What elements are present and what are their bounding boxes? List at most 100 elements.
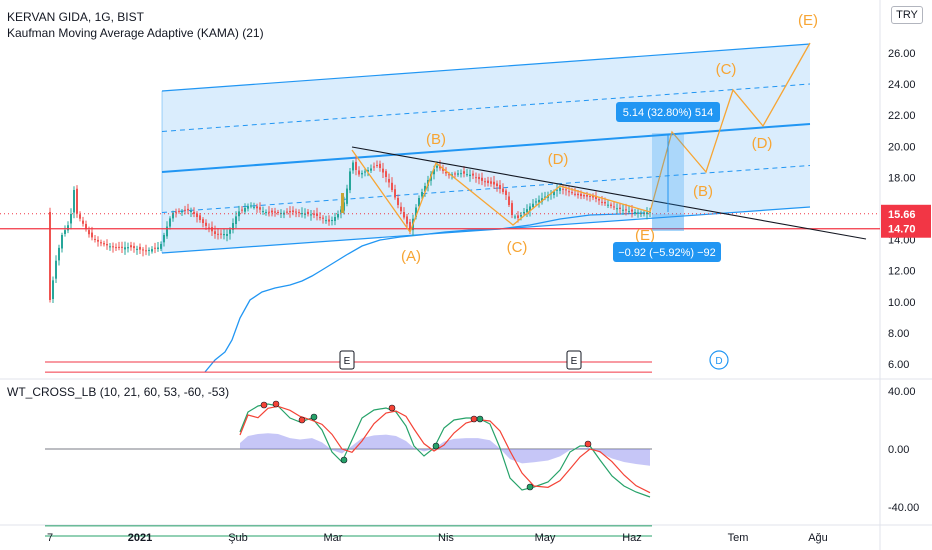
candle-body <box>307 211 309 214</box>
channel-dashed-lower <box>161 165 811 213</box>
candle-body <box>520 215 522 217</box>
candle-body <box>445 171 447 174</box>
candle-body <box>379 163 381 168</box>
candle-body <box>76 188 78 214</box>
event-marker-label: E <box>571 356 578 367</box>
candle-body <box>145 250 147 252</box>
symbol-title: KERVAN GIDA, 1G, BIST <box>7 10 144 24</box>
candle-body <box>571 192 573 194</box>
price-tick-label: 8.00 <box>888 328 909 340</box>
candle-body <box>472 173 474 176</box>
candle-body <box>160 244 162 249</box>
candle-body <box>61 235 63 249</box>
candle-body <box>463 171 465 174</box>
candle-body <box>118 246 120 248</box>
candle-body <box>514 216 516 218</box>
candle-body <box>586 195 588 197</box>
kama-line[interactable] <box>204 212 646 373</box>
candle-body <box>634 212 636 214</box>
cross-dot <box>310 413 318 421</box>
candle-body <box>187 208 189 211</box>
wave-label: (A) <box>401 248 421 265</box>
candle-body <box>556 189 558 191</box>
candle-body <box>592 195 594 198</box>
candle-body <box>316 213 318 216</box>
candle-body <box>535 201 537 203</box>
candle-body <box>580 193 582 197</box>
candle-body <box>232 223 234 230</box>
candle-body <box>178 210 180 212</box>
candle-body <box>304 213 306 215</box>
candle-body <box>403 211 405 218</box>
wt-histogram <box>240 433 650 466</box>
candle-body <box>109 246 111 248</box>
wave-label: (C) <box>716 61 737 78</box>
candle-body <box>529 206 531 211</box>
channel-dashed-upper <box>161 83 811 132</box>
candle-body <box>349 171 351 191</box>
currency-button[interactable]: TRY <box>891 6 923 24</box>
candle-body <box>127 247 129 249</box>
candle-body <box>223 234 225 236</box>
drawings[interactable] <box>0 42 880 240</box>
candle-body <box>373 166 375 168</box>
candle-body <box>298 212 300 214</box>
candle-body <box>202 219 204 223</box>
time-tick-label: Tem <box>728 532 749 544</box>
candle-body <box>607 204 609 206</box>
candle-body <box>628 211 630 213</box>
candle-body <box>397 198 399 205</box>
candle-body <box>271 210 273 213</box>
osc-tick-label: -40.00 <box>888 502 919 514</box>
candle-body <box>352 162 354 171</box>
price-tick-label: 20.00 <box>888 141 916 153</box>
candle-body <box>502 188 504 192</box>
candle-body <box>154 247 156 249</box>
measure-up-label: 5.14 (32.80%) 514 <box>623 107 714 119</box>
current-price-badge-bg <box>881 204 931 223</box>
candle-body <box>562 188 564 190</box>
price-tick-label: 24.00 <box>888 79 916 91</box>
candle-body <box>532 203 534 208</box>
candle-body <box>454 173 456 175</box>
candle-body <box>241 209 243 211</box>
candle-body <box>559 188 561 191</box>
time-tick-label: 7 <box>47 532 53 544</box>
candle-body <box>295 211 297 213</box>
candle-body <box>163 235 165 243</box>
candle-body <box>523 212 525 214</box>
candle-body <box>310 214 312 216</box>
measure-down-label: −0.92 (−5.92%) −92 <box>618 247 716 259</box>
candle-body <box>151 249 153 252</box>
candles <box>49 155 651 304</box>
candle-body <box>496 183 498 186</box>
candle-body <box>256 206 258 209</box>
candle-body <box>553 191 555 196</box>
time-tick-label: May <box>535 532 556 544</box>
wave-label: (B) <box>693 183 713 200</box>
candle-body <box>121 246 123 248</box>
candle-body <box>268 211 270 213</box>
wave-label: (E) <box>798 12 818 29</box>
candle-body <box>55 260 57 279</box>
candle-body <box>418 198 420 207</box>
price-tick-label: 6.00 <box>888 359 909 371</box>
candle-body <box>328 219 330 222</box>
candle-body <box>70 214 72 224</box>
candle-body <box>79 214 81 219</box>
candle-body <box>589 195 591 197</box>
candle-body <box>565 189 567 191</box>
candle-body <box>637 212 639 214</box>
candle-body <box>292 210 294 213</box>
candle-body <box>274 211 276 213</box>
event-marker-label: E <box>344 356 351 367</box>
candle-body <box>301 213 303 215</box>
time-tick-label: Ağu <box>808 532 828 544</box>
regression-channel[interactable] <box>161 43 811 254</box>
candle-body <box>487 180 489 183</box>
candle-body <box>226 234 228 236</box>
candle-body <box>382 168 384 173</box>
candle-body <box>406 216 408 224</box>
